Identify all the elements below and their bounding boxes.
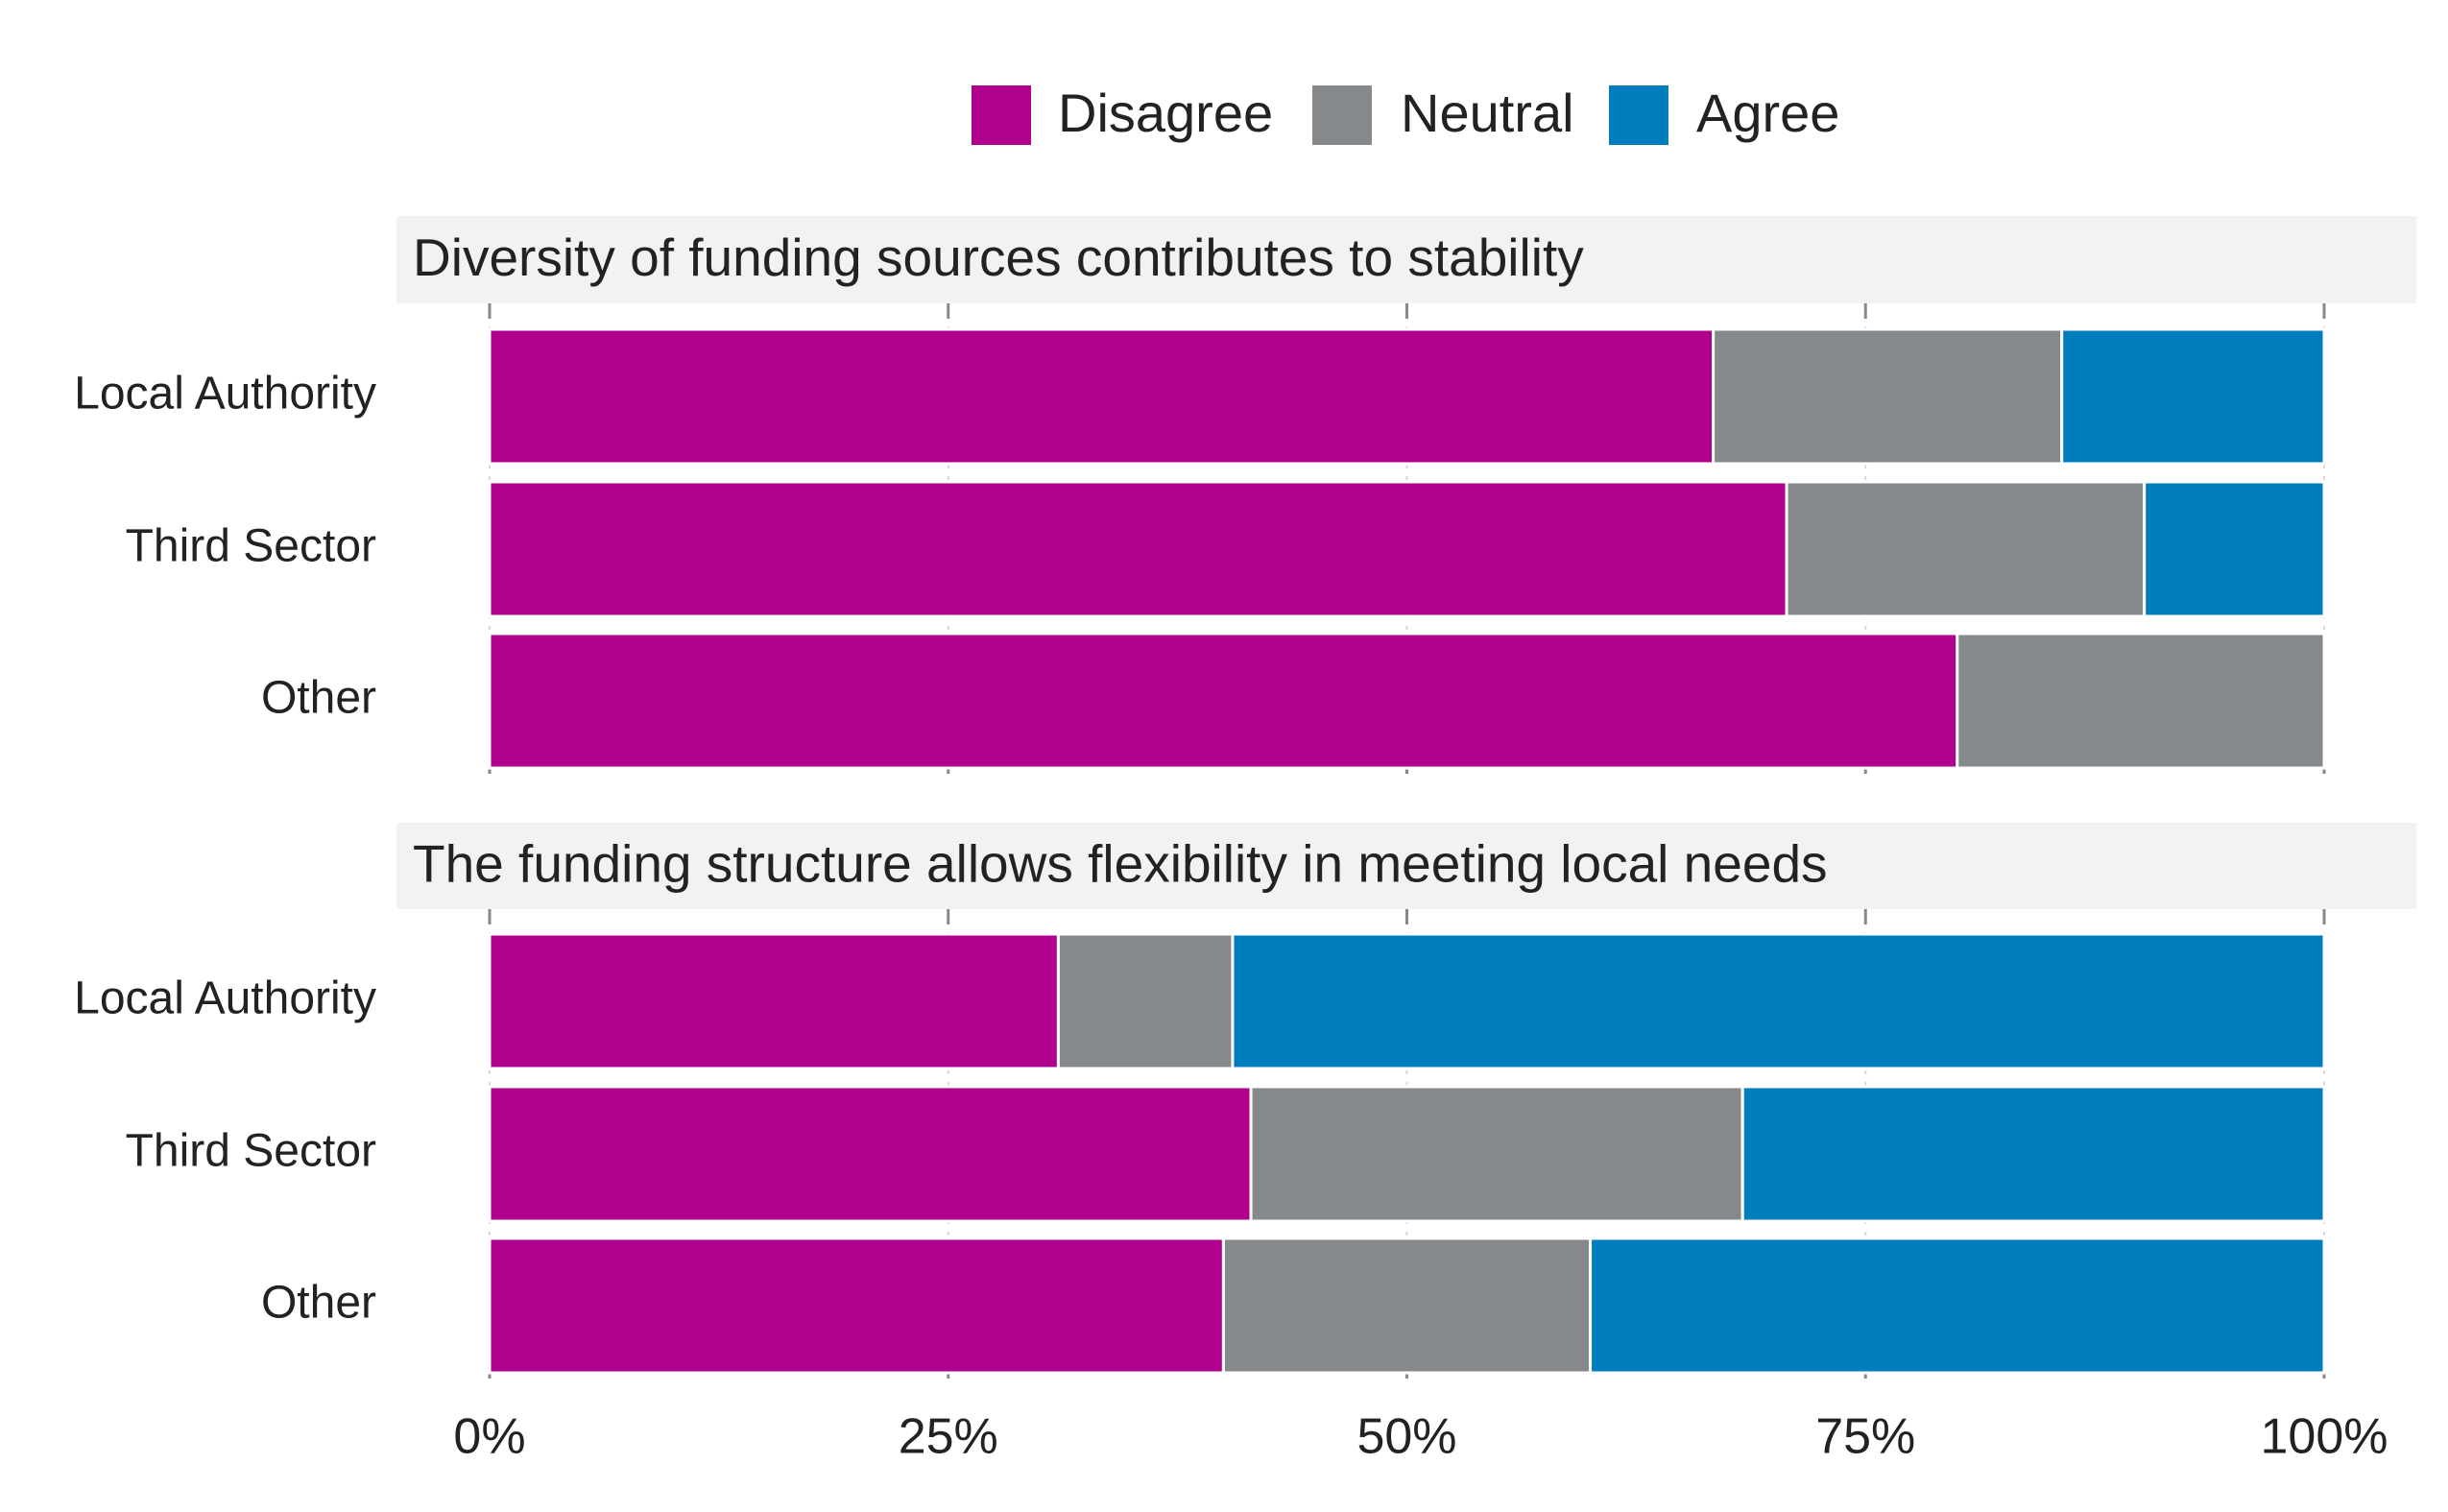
bar-segment [488, 632, 1959, 770]
bar-segment [1221, 1236, 1593, 1375]
bar-segment [2143, 480, 2326, 618]
x-tick-label: 100% [2261, 1409, 2388, 1465]
x-tick-label: 0% [453, 1409, 525, 1465]
bar-segment [1249, 1085, 1744, 1223]
y-tick-label: Local Authority [74, 369, 376, 420]
y-tick-label: Third Sector [126, 521, 376, 572]
legend-swatch [972, 85, 1031, 145]
bar-segment [488, 1236, 1225, 1375]
legend-label: Disagree [1058, 83, 1273, 143]
bar-segment [2060, 327, 2326, 466]
bar-segment [1056, 932, 1235, 1070]
bar-segment [488, 327, 1716, 466]
facet-title: The funding structure allows flexibility… [413, 834, 1828, 894]
bar-segment [1712, 327, 2064, 466]
legend-label: Neutral [1401, 83, 1574, 143]
facet-strip [396, 823, 2416, 909]
legend-swatch [1609, 85, 1668, 145]
legend-label: Agree [1696, 83, 1839, 143]
bar-segment [488, 932, 1060, 1070]
legend-swatch [1312, 85, 1372, 145]
bar-segment [1956, 632, 2326, 770]
y-tick-label: Other [261, 673, 376, 724]
facet-strip [396, 216, 2416, 303]
bar-segment [488, 480, 1788, 618]
x-tick-label: 75% [1815, 1409, 1915, 1465]
x-tick-label: 50% [1356, 1409, 1456, 1465]
y-tick-label: Other [261, 1278, 376, 1329]
bar-segment [1785, 480, 2147, 618]
facet-title: Diversity of funding sources contributes… [413, 228, 1584, 287]
bar-segment [1231, 932, 2326, 1070]
x-tick-label: 25% [899, 1409, 998, 1465]
bar-segment [1740, 1085, 2326, 1223]
bar-segment [1589, 1236, 2326, 1375]
bar-segment [488, 1085, 1253, 1223]
y-tick-label: Local Authority [74, 973, 376, 1024]
y-tick-label: Third Sector [126, 1126, 376, 1177]
